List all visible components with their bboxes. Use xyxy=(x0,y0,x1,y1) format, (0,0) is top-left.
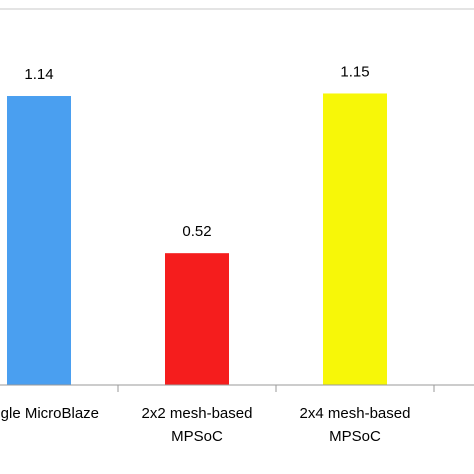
category-label-2-line-1: MPSoC xyxy=(329,428,381,445)
x-axis-ticks-group xyxy=(117,385,435,392)
data-labels-group: 1.14 0.52 1.15 xyxy=(24,63,369,240)
category-label-1-line-0: 2x2 mesh-based xyxy=(142,405,253,422)
bar-1 xyxy=(165,253,229,385)
category-labels-group: Single MicroBlaze 2x2 mesh-based MPSoC 2x4 … xyxy=(0,405,411,445)
category-label-0-line-0: Single MicroBlaze xyxy=(0,405,99,422)
bar-2 xyxy=(323,93,387,385)
category-label-2-line-0: 2x4 mesh-based xyxy=(300,405,411,422)
category-label-1-line-1: MPSoC xyxy=(171,428,223,445)
data-label-2: 1.15 xyxy=(340,63,369,80)
data-label-0: 1.14 xyxy=(24,66,53,83)
bars-group xyxy=(7,93,387,385)
data-label-1: 0.52 xyxy=(182,223,211,240)
bar-0 xyxy=(7,96,71,385)
